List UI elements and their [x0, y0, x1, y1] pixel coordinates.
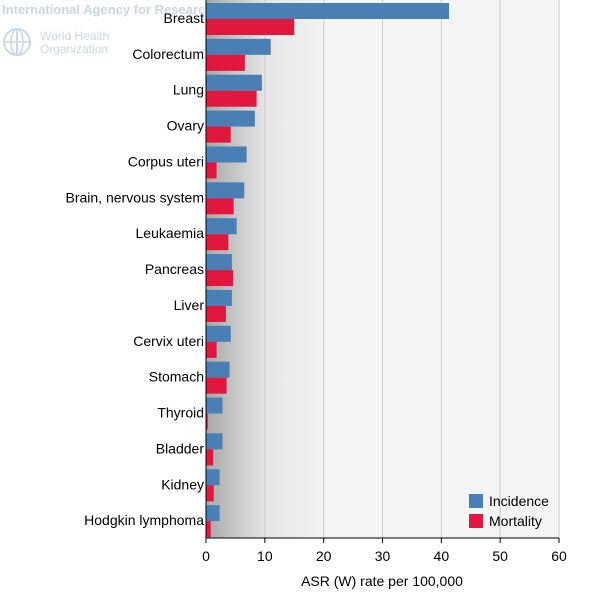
legend-label-incidence: Incidence — [489, 493, 549, 509]
legend-swatch-incidence — [469, 494, 483, 508]
bar-mortality — [206, 449, 214, 466]
bar-mortality — [206, 234, 229, 251]
bar-mortality — [206, 485, 214, 502]
bar-incidence — [206, 218, 237, 235]
bar-mortality — [206, 270, 234, 287]
x-tick-label: 30 — [375, 548, 391, 564]
bar-mortality — [206, 19, 295, 35]
bar-mortality — [206, 90, 257, 107]
x-tick-label: 40 — [434, 548, 450, 564]
bar-mortality — [206, 413, 208, 430]
bar-mortality — [206, 162, 217, 179]
legend-label-mortality: Mortality — [489, 513, 542, 529]
bar-mortality — [206, 54, 245, 71]
bar-incidence — [206, 325, 231, 342]
x-tick-label: 60 — [551, 548, 567, 564]
category-label: Bladder — [156, 440, 205, 456]
x-tick-label: 10 — [257, 548, 273, 564]
category-labels: Breast Colorectum Lung Ovary Corpus uteri Bra… — [66, 10, 205, 528]
category-label: Kidney — [161, 476, 204, 492]
legend-swatch-mortality — [469, 514, 483, 528]
bar-incidence — [206, 254, 232, 271]
category-label: Hodgkin lymphoma — [84, 512, 204, 528]
x-axis: 0 10 20 30 40 50 60 — [202, 538, 567, 564]
gridlines — [264, 0, 560, 538]
legend: Incidence Mortality — [469, 493, 549, 529]
bar-incidence — [206, 289, 232, 306]
bar-incidence — [206, 146, 247, 163]
x-tick-label: 0 — [202, 548, 210, 564]
bar-incidence — [206, 182, 245, 199]
who-line-1: World Health — [40, 29, 109, 43]
x-tick-label: 50 — [492, 548, 508, 564]
category-label: Stomach — [149, 369, 204, 385]
x-tick-label: 20 — [316, 548, 332, 564]
category-label: Thyroid — [157, 405, 204, 421]
bar-incidence — [206, 3, 449, 19]
bar-incidence — [206, 469, 220, 486]
category-label: Ovary — [167, 118, 204, 134]
bar-mortality — [206, 521, 211, 538]
bar-incidence — [206, 505, 220, 522]
bar-mortality — [206, 198, 234, 215]
category-label: Pancreas — [145, 261, 204, 277]
category-label: Corpus uteri — [128, 153, 204, 169]
bars — [206, 3, 449, 538]
bar-incidence — [206, 110, 255, 127]
bar-mortality — [206, 341, 217, 358]
category-label: Breast — [164, 10, 205, 26]
category-label: Brain, nervous system — [66, 189, 205, 205]
category-label: Lung — [173, 82, 204, 98]
bar-incidence — [206, 361, 230, 378]
bar-incidence — [206, 397, 223, 414]
bar-incidence — [206, 38, 271, 55]
x-axis-title: ASR (W) rate per 100,000 — [301, 573, 463, 589]
who-line-2: Organization — [40, 42, 108, 56]
bar-mortality — [206, 377, 227, 394]
bar-mortality — [206, 305, 227, 322]
category-label: Liver — [174, 297, 205, 313]
category-label: Leukaemia — [136, 225, 205, 241]
bar-mortality — [206, 126, 231, 143]
bar-incidence — [206, 74, 262, 91]
category-label: Colorectum — [132, 46, 204, 62]
category-label: Cervix uteri — [133, 333, 204, 349]
who-emblem-icon — [3, 28, 31, 56]
bar-incidence — [206, 433, 223, 450]
